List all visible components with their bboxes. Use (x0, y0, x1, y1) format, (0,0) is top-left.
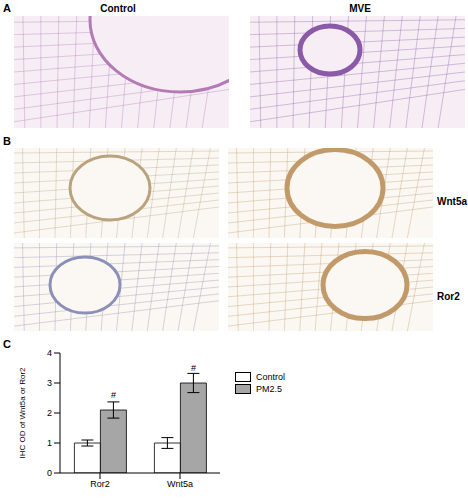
svg-text:Ror2: Ror2 (90, 479, 110, 489)
svg-text:1: 1 (47, 438, 52, 448)
svg-text:3: 3 (47, 378, 52, 388)
svg-text:A: A (8, 2, 11, 14)
svg-text:Wnt5a: Wnt5a (167, 479, 193, 489)
svg-text:B: B (8, 135, 11, 147)
svg-text:IHC OD of Wnt5a or Ror2: IHC OD of Wnt5a or Ror2 (18, 367, 27, 459)
svg-text:#: # (111, 390, 116, 400)
svg-text:#: # (191, 363, 196, 373)
svg-text:Wnt5a: Wnt5a (437, 196, 460, 207)
svg-text:2: 2 (47, 408, 52, 418)
svg-text:Ror2: Ror2 (437, 291, 460, 302)
svg-text:0: 0 (47, 468, 52, 478)
svg-text:Control: Control (100, 3, 136, 14)
html-text:PM2.5: PM2.5 (256, 384, 282, 394)
html-text:Control: Control (256, 372, 285, 382)
svg-text:4: 4 (47, 348, 52, 358)
svg-text:MVE: MVE (349, 3, 371, 14)
html-text:C: C (3, 338, 11, 350)
